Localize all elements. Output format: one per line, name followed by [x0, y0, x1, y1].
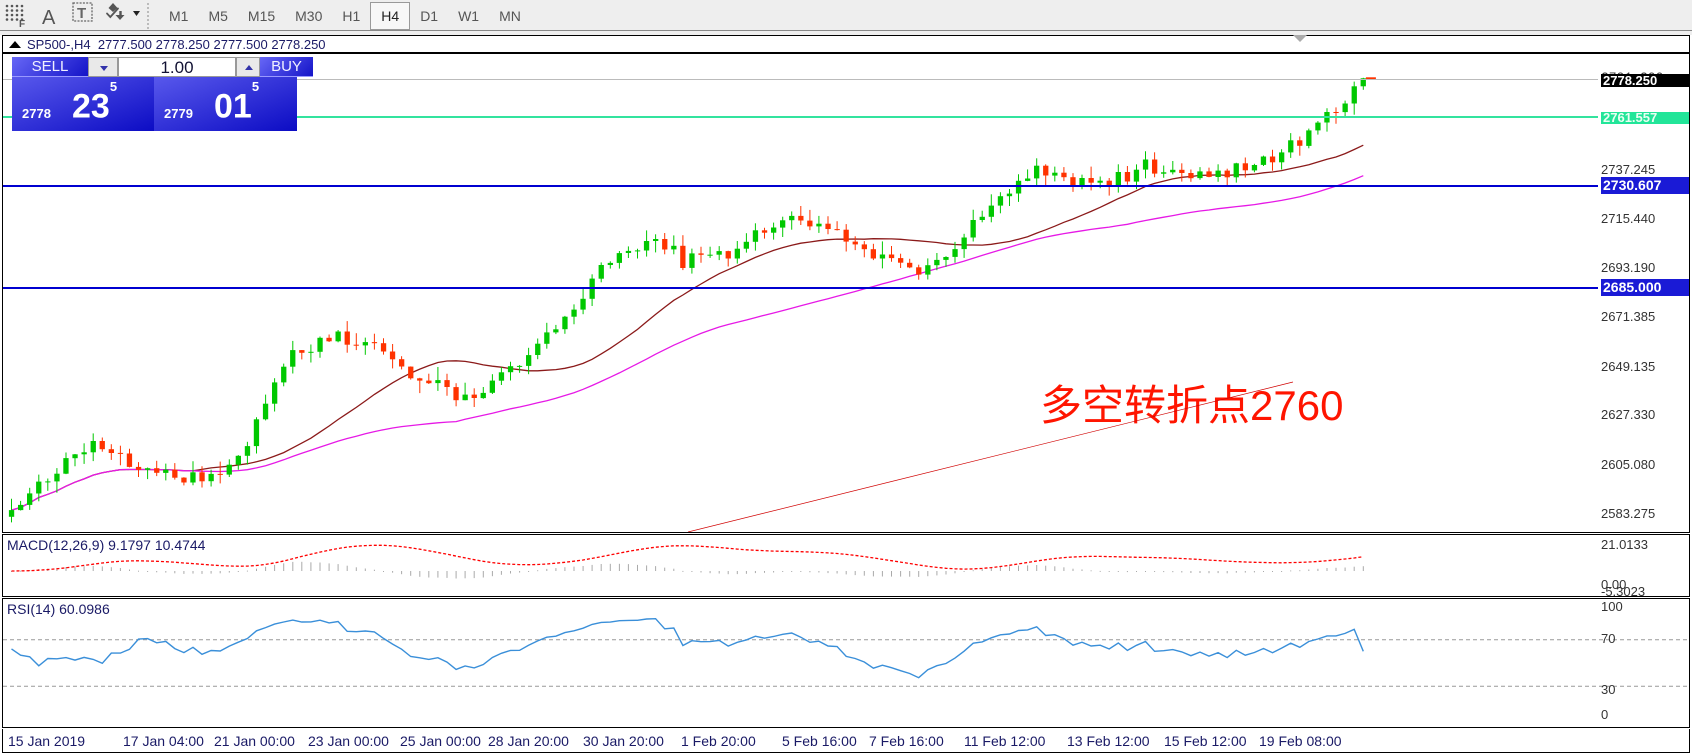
- svg-text:T: T: [77, 5, 86, 22]
- svg-text:F: F: [19, 19, 25, 30]
- svg-text:A: A: [42, 7, 56, 29]
